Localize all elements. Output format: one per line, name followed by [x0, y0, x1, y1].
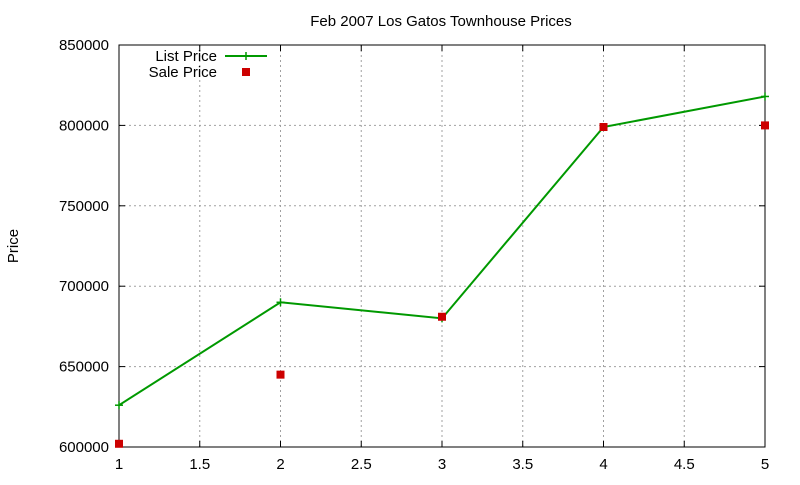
series-1	[115, 121, 769, 448]
data-point-square	[438, 312, 446, 321]
data-point-square	[115, 439, 123, 448]
data-point-square	[599, 123, 608, 132]
x-tick-label: 2.5	[351, 456, 372, 473]
legend-marker-square	[242, 68, 250, 76]
axes: 1 1.5 2 2.5 3 3.5 4 4.5 5 600000 650000 700000 75000…	[59, 37, 769, 473]
y-tick-label: 700000	[59, 278, 109, 295]
x-tick-label: 1.5	[189, 456, 210, 473]
y-axis-label: Price	[5, 229, 22, 263]
y-tick-label: 800000	[59, 117, 109, 134]
y-tick-label: 650000	[59, 359, 109, 376]
x-tick-label: 3	[438, 456, 446, 473]
y-tick-label: 750000	[59, 198, 109, 215]
x-tick-label: 4.5	[674, 456, 695, 473]
data-point-square	[276, 370, 285, 379]
y-tick-label: 850000	[59, 37, 109, 54]
data-point-plus	[761, 92, 769, 101]
x-tick-label: 4	[599, 456, 607, 473]
legend-label: Sale Price	[149, 64, 217, 81]
x-tick-label: 1	[115, 456, 123, 473]
x-tick-label: 2	[276, 456, 284, 473]
legend-marker-plus	[242, 52, 250, 60]
data-point-plus	[276, 298, 285, 307]
data-point-square	[761, 121, 769, 130]
chart-title: Feb 2007 Los Gatos Townhouse Prices	[310, 13, 572, 30]
data-point-plus	[115, 401, 123, 410]
x-tick-label: 5	[761, 456, 769, 473]
grid	[119, 45, 765, 447]
y-tick-label: 600000	[59, 439, 109, 456]
legend-label: List Price	[155, 48, 217, 65]
x-tick-label: 3.5	[512, 456, 533, 473]
series-layer	[115, 92, 769, 448]
